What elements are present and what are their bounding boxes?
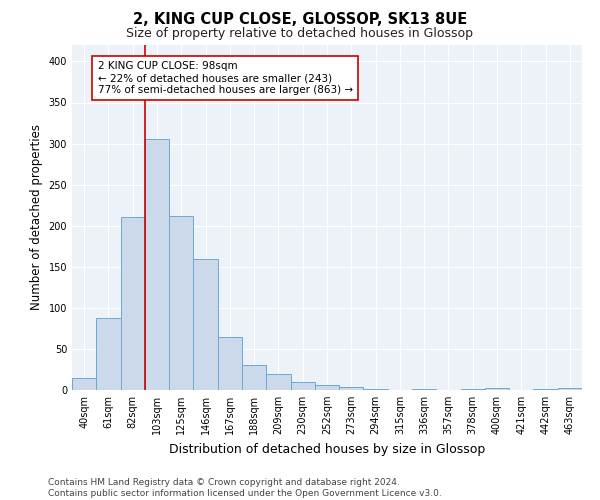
Bar <box>193 258 218 390</box>
Bar <box>485 388 509 390</box>
Bar <box>461 389 485 390</box>
Text: 2 KING CUP CLOSE: 98sqm
← 22% of detached houses are smaller (243)
77% of semi-d: 2 KING CUP CLOSE: 98sqm ← 22% of detache… <box>97 62 353 94</box>
Bar <box>96 318 121 390</box>
Bar <box>412 389 436 390</box>
Bar <box>169 216 193 390</box>
Bar <box>558 388 582 390</box>
Text: Size of property relative to detached houses in Glossop: Size of property relative to detached ho… <box>127 28 473 40</box>
Bar <box>218 338 242 390</box>
Text: Contains HM Land Registry data © Crown copyright and database right 2024.
Contai: Contains HM Land Registry data © Crown c… <box>48 478 442 498</box>
Bar <box>315 385 339 390</box>
Bar <box>290 382 315 390</box>
Bar <box>266 374 290 390</box>
Bar <box>72 378 96 390</box>
Y-axis label: Number of detached properties: Number of detached properties <box>30 124 43 310</box>
Bar <box>145 140 169 390</box>
Text: 2, KING CUP CLOSE, GLOSSOP, SK13 8UE: 2, KING CUP CLOSE, GLOSSOP, SK13 8UE <box>133 12 467 28</box>
Bar <box>121 216 145 390</box>
Bar <box>339 386 364 390</box>
Bar <box>533 389 558 390</box>
X-axis label: Distribution of detached houses by size in Glossop: Distribution of detached houses by size … <box>169 442 485 456</box>
Bar <box>364 389 388 390</box>
Bar <box>242 366 266 390</box>
